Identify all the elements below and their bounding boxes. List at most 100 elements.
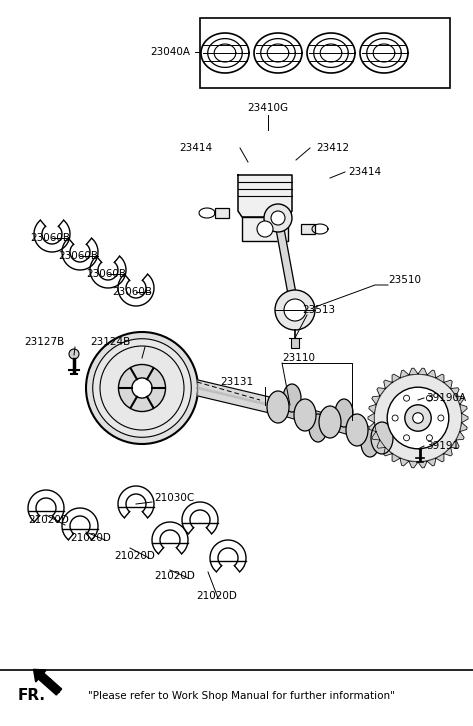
- Polygon shape: [316, 417, 332, 433]
- Text: 23410G: 23410G: [247, 103, 289, 113]
- Polygon shape: [182, 502, 218, 534]
- Polygon shape: [368, 413, 374, 423]
- Circle shape: [427, 435, 432, 441]
- Polygon shape: [436, 454, 444, 462]
- Text: 23060B: 23060B: [30, 233, 70, 243]
- Polygon shape: [444, 380, 452, 388]
- Polygon shape: [276, 400, 307, 422]
- Polygon shape: [118, 486, 154, 518]
- Text: 23414: 23414: [348, 167, 381, 177]
- Bar: [200, 18, 450, 88]
- Polygon shape: [462, 413, 468, 423]
- Ellipse shape: [335, 399, 353, 427]
- Circle shape: [132, 378, 152, 398]
- Circle shape: [403, 395, 410, 401]
- Text: 21020D: 21020D: [28, 515, 69, 525]
- Circle shape: [413, 412, 423, 423]
- Polygon shape: [274, 217, 299, 311]
- Polygon shape: [418, 368, 427, 375]
- Polygon shape: [355, 423, 384, 444]
- Polygon shape: [303, 408, 332, 429]
- Ellipse shape: [309, 414, 327, 442]
- Polygon shape: [436, 374, 444, 383]
- FancyArrow shape: [34, 669, 61, 695]
- Polygon shape: [340, 410, 361, 433]
- Polygon shape: [62, 508, 98, 540]
- Circle shape: [86, 332, 198, 444]
- Polygon shape: [152, 522, 188, 554]
- Circle shape: [403, 435, 410, 441]
- Polygon shape: [377, 388, 385, 396]
- Text: 23124B: 23124B: [90, 337, 130, 347]
- Polygon shape: [369, 423, 376, 431]
- Text: 23040A: 23040A: [150, 47, 190, 57]
- Polygon shape: [409, 368, 418, 375]
- Text: 23060B: 23060B: [86, 269, 126, 279]
- Text: 39190A: 39190A: [426, 393, 466, 403]
- Circle shape: [392, 415, 398, 421]
- Text: 23412: 23412: [316, 143, 349, 153]
- Polygon shape: [456, 396, 464, 404]
- Polygon shape: [369, 404, 376, 413]
- Polygon shape: [238, 175, 292, 217]
- Text: 23110: 23110: [282, 353, 315, 363]
- Circle shape: [264, 204, 292, 232]
- Circle shape: [257, 221, 273, 237]
- Circle shape: [118, 364, 166, 412]
- Text: 23131: 23131: [220, 377, 253, 387]
- Polygon shape: [372, 431, 380, 440]
- Ellipse shape: [294, 399, 316, 431]
- Text: 21030C: 21030C: [154, 493, 194, 503]
- Polygon shape: [327, 409, 347, 426]
- Circle shape: [415, 439, 425, 449]
- Polygon shape: [288, 395, 309, 418]
- Circle shape: [427, 395, 432, 401]
- Circle shape: [387, 387, 449, 449]
- Text: 23060B: 23060B: [112, 287, 152, 297]
- Polygon shape: [118, 274, 154, 306]
- Polygon shape: [62, 238, 98, 270]
- Polygon shape: [392, 374, 400, 383]
- Polygon shape: [377, 440, 385, 448]
- Polygon shape: [444, 447, 452, 456]
- Polygon shape: [451, 440, 459, 448]
- Polygon shape: [34, 220, 70, 252]
- Polygon shape: [451, 388, 459, 396]
- Text: 23414: 23414: [179, 143, 212, 153]
- Circle shape: [100, 346, 184, 430]
- Text: 21020D: 21020D: [154, 571, 195, 581]
- Polygon shape: [28, 490, 64, 522]
- Circle shape: [284, 299, 306, 321]
- Text: 21020D: 21020D: [70, 533, 111, 543]
- Polygon shape: [400, 458, 409, 466]
- Polygon shape: [384, 447, 392, 456]
- Text: 23513: 23513: [302, 305, 335, 315]
- Bar: [301, 224, 315, 234]
- Polygon shape: [427, 458, 436, 466]
- Polygon shape: [409, 461, 418, 468]
- Polygon shape: [456, 431, 464, 440]
- Circle shape: [271, 211, 285, 225]
- Polygon shape: [372, 396, 380, 404]
- Circle shape: [69, 349, 79, 359]
- Circle shape: [93, 339, 191, 437]
- Polygon shape: [368, 433, 384, 448]
- Polygon shape: [460, 404, 467, 413]
- Text: 39191: 39191: [426, 441, 459, 451]
- Bar: [291, 338, 299, 348]
- Text: FR.: FR.: [18, 688, 46, 703]
- Ellipse shape: [319, 406, 341, 438]
- Text: 23510: 23510: [388, 275, 421, 285]
- Polygon shape: [353, 426, 374, 446]
- Ellipse shape: [267, 391, 289, 423]
- Text: 23127B: 23127B: [24, 337, 64, 347]
- Text: 21020D: 21020D: [196, 591, 237, 601]
- Polygon shape: [400, 370, 409, 378]
- Circle shape: [405, 405, 431, 431]
- Ellipse shape: [371, 422, 393, 454]
- Ellipse shape: [346, 414, 368, 446]
- Polygon shape: [392, 454, 400, 462]
- Polygon shape: [427, 370, 436, 378]
- Polygon shape: [384, 380, 392, 388]
- Text: 21020D: 21020D: [114, 551, 155, 561]
